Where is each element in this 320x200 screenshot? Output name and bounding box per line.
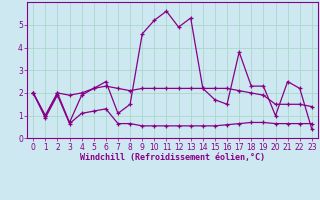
X-axis label: Windchill (Refroidissement éolien,°C): Windchill (Refroidissement éolien,°C): [80, 153, 265, 162]
